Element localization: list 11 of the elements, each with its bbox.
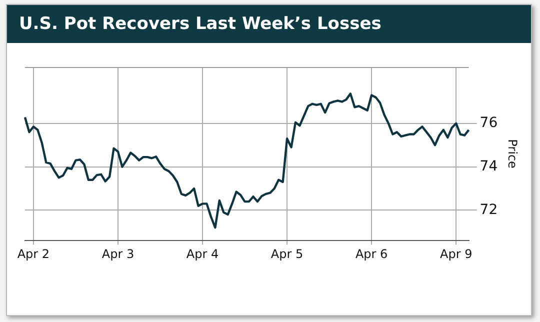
x-tick-label: Apr 9 (440, 246, 472, 261)
x-tick-label: Apr 5 (270, 246, 304, 261)
y-tick-label: 76 (480, 115, 498, 132)
x-tick-label: Apr 6 (355, 246, 388, 261)
x-tick-label: Apr 4 (186, 246, 219, 261)
y-tick-label: 72 (480, 202, 498, 218)
x-tick-label: Apr 2 (17, 246, 50, 261)
y-axis-title: Price (506, 139, 520, 168)
y-tick-label: 74 (480, 158, 498, 174)
chart-title: U.S. Pot Recovers Last Week’s Losses (7, 5, 531, 43)
x-tick-label: Apr 3 (102, 246, 134, 261)
